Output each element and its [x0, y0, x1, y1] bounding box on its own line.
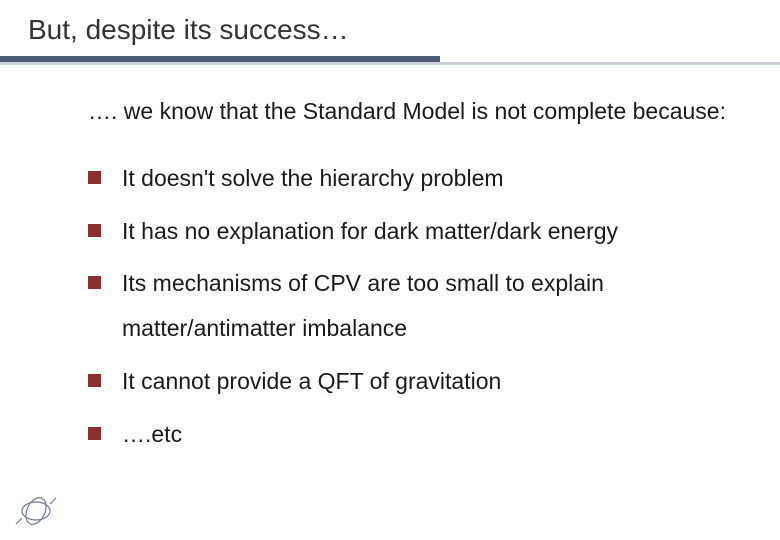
slide-content: …. we know that the Standard Model is no…	[0, 66, 780, 457]
cern-logo-icon	[14, 496, 58, 526]
title-area: But, despite its success…	[0, 0, 780, 46]
underline-light-segment	[0, 62, 780, 65]
title-underline	[0, 56, 780, 66]
bullet-text: It doesn't solve the hierarchy problem	[122, 165, 504, 191]
bullet-square-icon	[88, 224, 101, 237]
list-item: It doesn't solve the hierarchy problem	[88, 156, 740, 201]
list-item: It has no explanation for dark matter/da…	[88, 209, 740, 254]
bullet-text: It cannot provide a QFT of gravitation	[122, 368, 501, 394]
bullet-list: It doesn't solve the hierarchy problem I…	[88, 156, 740, 457]
bullet-square-icon	[88, 427, 101, 440]
bullet-text: Its mechanisms of CPV are too small to e…	[122, 270, 604, 341]
list-item: Its mechanisms of CPV are too small to e…	[88, 261, 740, 351]
slide-title: But, despite its success…	[28, 14, 780, 46]
bullet-square-icon	[88, 276, 101, 289]
bullet-text: ….etc	[122, 421, 182, 447]
intro-text: …. we know that the Standard Model is no…	[88, 90, 740, 134]
list-item: ….etc	[88, 412, 740, 457]
list-item: It cannot provide a QFT of gravitation	[88, 359, 740, 404]
bullet-text: It has no explanation for dark matter/da…	[122, 218, 618, 244]
bullet-square-icon	[88, 171, 101, 184]
bullet-square-icon	[88, 374, 101, 387]
